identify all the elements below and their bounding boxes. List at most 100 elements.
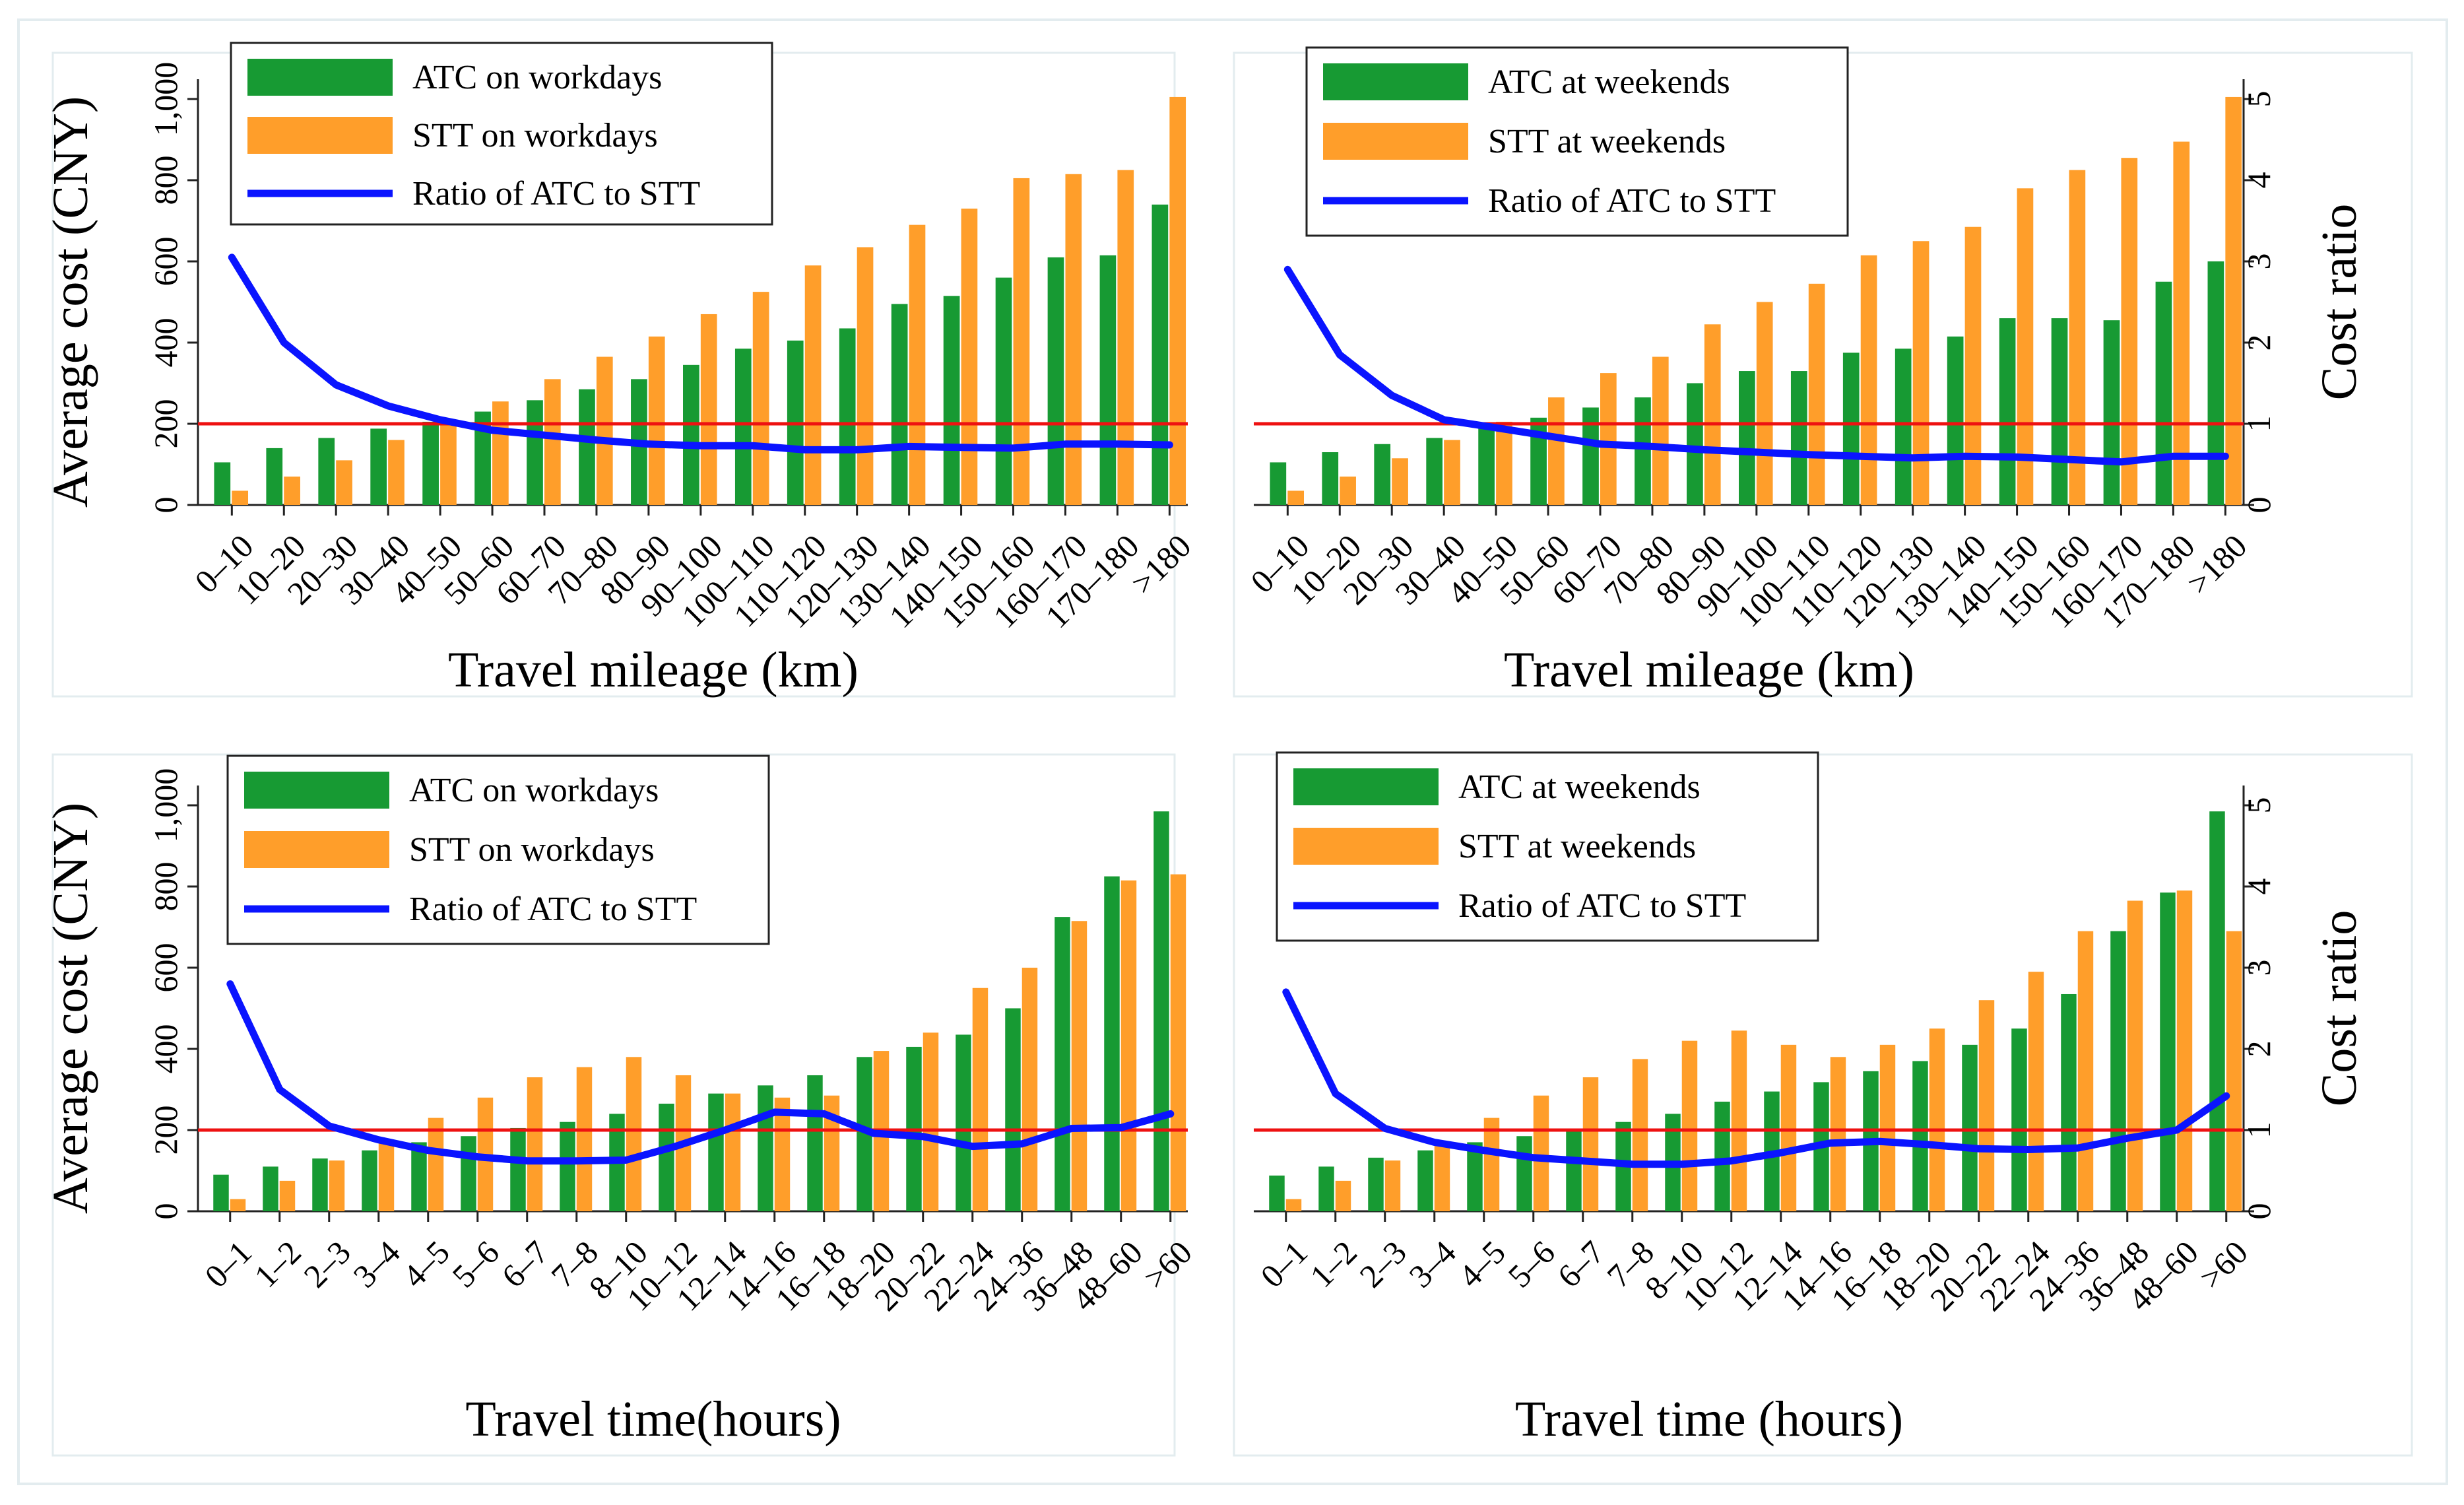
stt-bar <box>1912 241 1929 505</box>
stt-bar <box>1929 1028 1945 1211</box>
atc-bar <box>1999 318 2016 505</box>
stt-bar <box>1065 174 1082 505</box>
atc-bar <box>263 1166 278 1211</box>
stt-bar <box>1496 421 1512 505</box>
stt-bar <box>2069 170 2086 505</box>
stt-bar <box>1582 1077 1599 1211</box>
stt-bar <box>1392 458 1408 505</box>
stt-bar <box>1681 1040 1698 1211</box>
atc-bar <box>1714 1101 1730 1211</box>
atc-bar <box>1368 1157 1384 1211</box>
legend: ATC at weekends STT at weekends Ratio of A… <box>1305 46 1849 237</box>
left-y-tick-label: 400 <box>147 318 184 368</box>
right-y-tick-label: 3 <box>2240 960 2277 976</box>
stt-bar <box>440 424 457 505</box>
atc-bar <box>1912 1061 1928 1211</box>
legend-label: Ratio of ATC to STT <box>1458 887 1746 925</box>
stt-legend-swatch <box>1323 123 1468 160</box>
atc-bar <box>1318 1166 1334 1211</box>
right-y-tick-label: 5 <box>2240 797 2277 814</box>
stt-bar <box>1731 1030 1747 1211</box>
atc-bar <box>1153 811 1169 1211</box>
stt-bar <box>1756 302 1773 505</box>
stt-bar <box>232 490 249 505</box>
legend-label: Ratio of ATC to STT <box>409 890 697 928</box>
stt-bar <box>492 401 509 505</box>
right-y-tick-label: 0 <box>2240 497 2277 514</box>
atc-bar <box>1269 1175 1285 1211</box>
atc-bar <box>1842 352 1860 505</box>
stt-bar <box>1340 476 1356 505</box>
stt-bar <box>1879 1044 1896 1211</box>
stt-bar <box>700 314 717 505</box>
atc-bar <box>708 1093 724 1211</box>
stt-bar <box>804 265 822 505</box>
left-y-tick-label: 1,000 <box>147 62 184 137</box>
atc-bar <box>1151 204 1169 505</box>
legend-label: ATC on workdays <box>409 772 659 809</box>
right-y-tick-label: 4 <box>2240 879 2277 895</box>
atc-bar <box>510 1127 526 1211</box>
legend-label: STT at weekends <box>1458 828 1696 865</box>
atc-bar <box>1322 452 1339 505</box>
atc-bar <box>411 1142 427 1211</box>
stt-bar <box>428 1118 444 1211</box>
figure-border <box>17 18 2448 1485</box>
stt-bar <box>284 476 300 505</box>
atc-bar <box>2061 993 2077 1211</box>
right-y-tick-label: 1 <box>2240 1122 2277 1139</box>
stt-bar <box>824 1095 840 1211</box>
legend-label: STT on workdays <box>412 117 658 154</box>
atc-bar <box>266 448 283 505</box>
atc-bar <box>1790 371 1807 505</box>
right-y-tick-label: 1 <box>2240 416 2277 432</box>
left-y-tick-label: 1,000 <box>147 768 184 843</box>
atc-bar <box>2110 931 2126 1211</box>
stt-bar <box>378 1142 395 1211</box>
stt-bar <box>2127 900 2143 1211</box>
left-y-tick-label: 400 <box>147 1024 184 1074</box>
stt-bar <box>2226 931 2242 1211</box>
atc-bar <box>839 328 856 505</box>
atc-bar <box>1426 438 1443 505</box>
atc-bar <box>422 421 439 505</box>
stt-bar <box>527 1077 543 1211</box>
stt-bar <box>2225 96 2242 506</box>
stt-bar <box>752 292 769 505</box>
x-axis-title: Travel time(hours) <box>465 1391 841 1447</box>
left-y-tick-label: 600 <box>147 943 184 993</box>
stt-bar <box>961 209 978 505</box>
left-y-tick-label: 200 <box>147 399 184 449</box>
stt-bar <box>774 1097 791 1211</box>
atc-bar <box>1635 397 1651 505</box>
left-y-tick-label: 200 <box>147 1106 184 1155</box>
atc-bar <box>1005 1008 1021 1211</box>
atc-bar <box>857 1057 872 1211</box>
atc-bar <box>1467 1142 1483 1211</box>
stt-bar <box>923 1032 939 1211</box>
stt-legend-swatch <box>247 117 393 154</box>
stt-bar <box>1964 226 1982 505</box>
legend: ATC at weekends STT at weekends Ratio of A… <box>1276 751 1819 942</box>
stt-bar <box>972 987 989 1211</box>
atc-legend-swatch <box>1323 63 1468 100</box>
atc-bar <box>560 1121 575 1211</box>
stt-bar <box>1632 1059 1648 1211</box>
stt-bar <box>857 247 874 505</box>
atc-bar <box>2207 261 2224 505</box>
atc-bar <box>943 296 960 505</box>
stt-bar <box>1120 880 1137 1211</box>
stt-bar <box>2017 188 2034 505</box>
y2-axis-title: Cost ratio <box>2312 204 2367 401</box>
atc-bar <box>461 1136 476 1211</box>
stt-bar <box>1335 1180 1351 1211</box>
legend-label: STT on workdays <box>409 831 655 869</box>
stt-bar <box>1169 96 1186 506</box>
atc-bar <box>1270 462 1287 505</box>
stt-bar <box>2121 158 2138 506</box>
atc-bar <box>370 428 387 505</box>
atc-bar <box>2160 892 2176 1211</box>
right-y-tick-label: 3 <box>2240 253 2277 270</box>
stt-bar <box>2028 972 2044 1211</box>
